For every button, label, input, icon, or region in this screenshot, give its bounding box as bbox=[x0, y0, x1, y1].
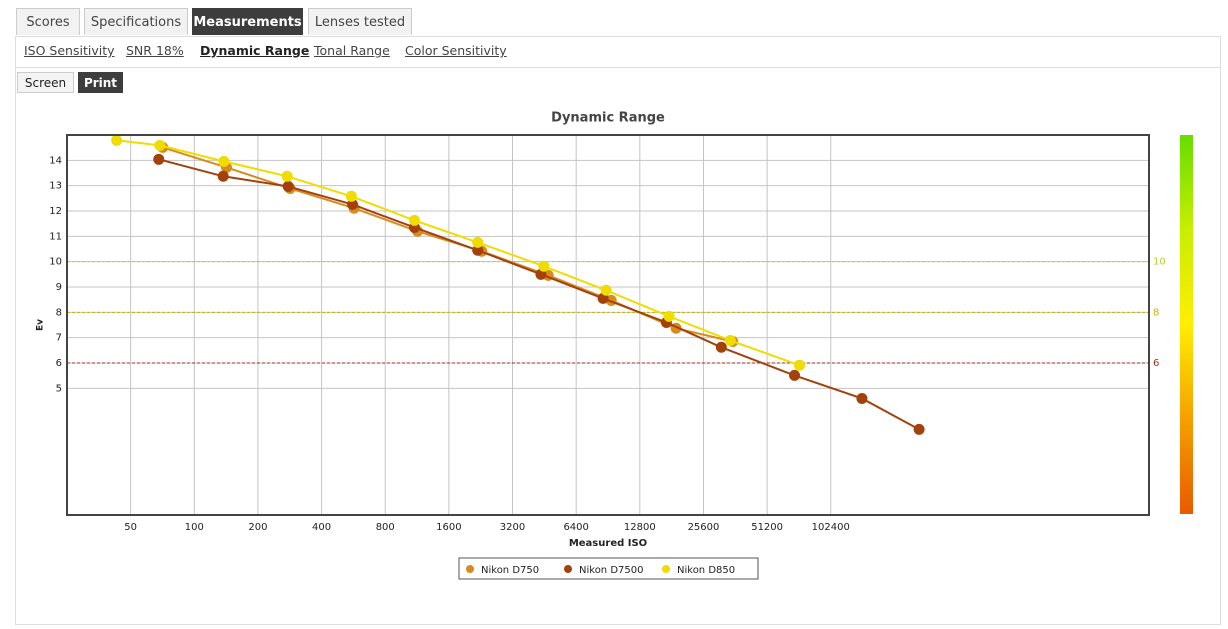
legend-label: Nikon D850 bbox=[677, 565, 735, 576]
data-point bbox=[218, 155, 230, 167]
data-point bbox=[345, 190, 357, 202]
view-button-active[interactable]: Print bbox=[78, 72, 123, 93]
data-point bbox=[408, 214, 420, 226]
y-tick-label: 10 bbox=[49, 257, 62, 268]
x-tick-label: 400 bbox=[312, 522, 331, 533]
legend-box bbox=[458, 557, 759, 580]
legend-marker bbox=[662, 565, 670, 573]
data-point bbox=[217, 170, 229, 182]
subtab-link[interactable]: Tonal Range bbox=[314, 43, 390, 58]
y2-tick-label: 10 bbox=[1153, 257, 1166, 268]
y2-tick-label: 8 bbox=[1153, 307, 1159, 318]
data-point bbox=[111, 134, 123, 146]
subtab-link[interactable]: SNR 18% bbox=[126, 43, 184, 58]
y-tick-label: 5 bbox=[56, 383, 62, 394]
legend-label: Nikon D7500 bbox=[579, 565, 643, 576]
tab[interactable]: Specifications bbox=[84, 8, 188, 35]
tab-active[interactable]: Measurements bbox=[192, 8, 303, 35]
series-line bbox=[116, 139, 800, 367]
data-point bbox=[281, 170, 293, 182]
series-line bbox=[158, 158, 920, 431]
y-tick-label: 9 bbox=[56, 282, 62, 293]
data-point bbox=[282, 180, 294, 192]
content-box bbox=[15, 36, 1221, 625]
data-point bbox=[794, 359, 806, 371]
y-tick-label: 11 bbox=[49, 231, 62, 242]
subtab-link[interactable]: Color Sensitivity bbox=[405, 43, 507, 58]
x-tick-label: 50 bbox=[124, 522, 137, 533]
y-tick-label: 12 bbox=[49, 206, 62, 217]
x-tick-label: 3200 bbox=[500, 522, 525, 533]
x-tick-label: 51200 bbox=[751, 522, 783, 533]
x-tick-label: 800 bbox=[376, 522, 395, 533]
plot-frame bbox=[66, 134, 1150, 516]
tab[interactable]: Scores bbox=[16, 8, 80, 35]
tab[interactable]: Lenses tested bbox=[308, 8, 412, 35]
data-point bbox=[153, 153, 165, 165]
data-point bbox=[154, 139, 166, 151]
data-point bbox=[856, 392, 868, 404]
separator bbox=[16, 67, 1220, 68]
x-tick-label: 102400 bbox=[812, 522, 850, 533]
y-tick-label: 6 bbox=[56, 358, 62, 369]
x-tick-label: 12800 bbox=[624, 522, 656, 533]
chart-title: Dynamic Range bbox=[551, 111, 665, 126]
view-button[interactable]: Screen bbox=[17, 72, 74, 93]
data-point bbox=[913, 423, 925, 435]
legend-marker bbox=[564, 565, 572, 573]
x-tick-label: 1600 bbox=[436, 522, 461, 533]
y-tick-label: 13 bbox=[49, 181, 62, 192]
data-point bbox=[538, 260, 550, 272]
subtab-link[interactable]: ISO Sensitivity bbox=[24, 43, 115, 58]
data-point bbox=[715, 341, 727, 353]
data-point bbox=[346, 198, 358, 210]
data-point bbox=[789, 369, 801, 381]
y-tick-label: 14 bbox=[49, 155, 62, 166]
y-tick-label: 8 bbox=[56, 307, 62, 318]
data-point bbox=[663, 310, 675, 322]
y2-tick-label: 6 bbox=[1153, 358, 1159, 369]
data-point bbox=[600, 284, 612, 296]
x-axis-label: Measured ISO bbox=[569, 538, 647, 549]
data-point bbox=[472, 236, 484, 248]
subtab-link-active[interactable]: Dynamic Range bbox=[200, 43, 310, 58]
y-axis-label: Ev bbox=[36, 319, 46, 331]
data-point bbox=[472, 244, 484, 256]
color-scale bbox=[1180, 135, 1193, 514]
x-tick-label: 6400 bbox=[563, 522, 588, 533]
x-tick-label: 200 bbox=[248, 522, 267, 533]
y-tick-label: 7 bbox=[56, 333, 62, 344]
legend-label: Nikon D750 bbox=[481, 565, 539, 576]
data-point bbox=[724, 334, 736, 346]
x-tick-label: 25600 bbox=[688, 522, 720, 533]
x-tick-label: 100 bbox=[185, 522, 204, 533]
legend-marker bbox=[466, 565, 474, 573]
